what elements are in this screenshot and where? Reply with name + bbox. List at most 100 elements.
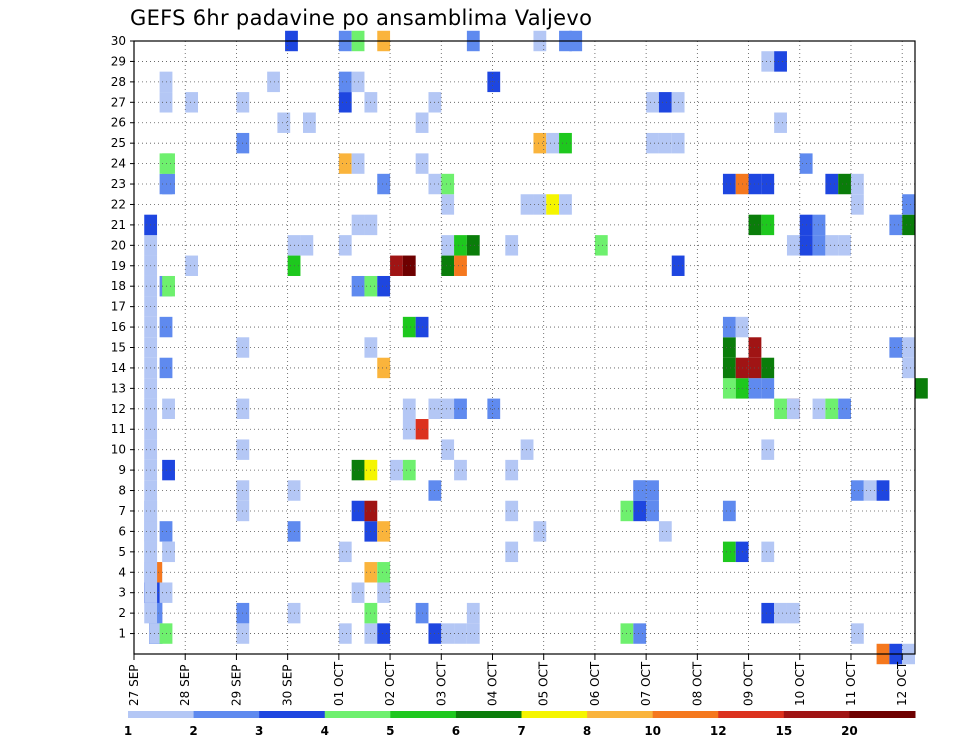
heatmap-cell: [162, 459, 175, 481]
heatmap-cell: [377, 562, 391, 583]
heatmap-cell: [185, 92, 199, 113]
heatmap-cell: [377, 582, 391, 603]
x-tick-label: 04 OCT: [485, 661, 499, 706]
heatmap-cell: [441, 623, 455, 644]
heatmap-cell: [533, 521, 547, 542]
heatmap-cell: [646, 480, 659, 501]
heatmap-cell: [658, 92, 672, 113]
heatmap-cell: [390, 255, 403, 276]
colorbar-label: 4: [321, 724, 329, 738]
heatmap-cell: [646, 500, 659, 522]
y-tick-label: 29: [111, 54, 126, 68]
colorbar-segment: [324, 711, 391, 718]
heatmap-cell: [915, 378, 928, 399]
y-tick-label: 25: [111, 136, 126, 150]
x-tick-label: 01 OCT: [332, 661, 346, 706]
heatmap-cell: [786, 398, 800, 420]
y-tick-label: 28: [111, 75, 126, 89]
heatmap-cell: [722, 500, 736, 522]
heatmap-cell: [559, 194, 572, 215]
heatmap-cell: [338, 92, 352, 113]
heatmap-cell: [466, 235, 480, 256]
heatmap-cell: [850, 173, 864, 195]
heatmap-cell: [520, 194, 534, 215]
colorbar-label: 2: [189, 724, 197, 738]
heatmap-cell: [377, 275, 391, 297]
heatmap-cell: [850, 623, 864, 644]
heatmap-cell: [838, 235, 851, 256]
heatmap-cell: [546, 132, 560, 154]
y-tick-label: 14: [111, 361, 126, 375]
heatmap-cell: [774, 398, 787, 420]
heatmap-cell: [761, 378, 775, 399]
heatmap-cell: [761, 173, 775, 195]
heatmap-cell: [377, 521, 391, 542]
heatmap-cell: [889, 337, 903, 358]
heatmap-cell: [377, 357, 391, 379]
colorbar-label: 1: [124, 724, 132, 738]
colorbar-segment: [521, 711, 588, 718]
heatmap-cell: [277, 112, 291, 133]
heatmap-cell: [594, 235, 608, 256]
heatmap-cell: [377, 623, 391, 644]
heatmap-cell: [454, 235, 467, 256]
heatmap-cell: [889, 214, 903, 236]
heatmap-cell: [441, 398, 455, 420]
heatmap-cell: [786, 235, 800, 256]
heatmap-cell: [338, 153, 352, 174]
heatmap-cell: [850, 480, 864, 501]
colorbar-segment: [587, 711, 654, 718]
heatmap-cell: [722, 357, 736, 379]
colorbar-segment: [718, 711, 785, 718]
heatmap-cell: [441, 439, 455, 460]
heatmap-cell: [162, 398, 175, 420]
x-tick-label: 30 SEP: [281, 664, 295, 706]
colorbar-label: 12: [710, 724, 727, 738]
heatmap-cell: [633, 500, 647, 522]
heatmap-cells: [144, 30, 928, 665]
y-tick-label: 30: [111, 34, 126, 48]
heatmap-cell: [162, 173, 175, 195]
heatmap-cell: [761, 602, 775, 624]
x-tick-label: 28 SEP: [178, 664, 192, 706]
y-tick-label: 15: [111, 341, 126, 355]
heatmap-cell: [646, 92, 659, 113]
heatmap-cell: [505, 459, 519, 481]
y-tick-label: 21: [111, 218, 126, 232]
colorbar-segment: [849, 711, 916, 718]
heatmap-cell: [267, 71, 280, 93]
x-tick-label: 02 OCT: [383, 661, 397, 706]
heatmap-cell: [546, 194, 560, 215]
heatmap-cell: [902, 194, 915, 215]
heatmap-cell: [303, 112, 316, 133]
heatmap-cell: [825, 398, 839, 420]
y-tick-label: 7: [118, 504, 126, 518]
heatmap-cell: [338, 623, 352, 644]
y-tick-label: 1: [118, 627, 126, 641]
y-tick-label: 17: [111, 300, 126, 314]
heatmap-cell: [162, 541, 175, 563]
heatmap-cell: [774, 51, 787, 72]
y-tick-label: 13: [111, 381, 126, 395]
x-tick-label: 11 OCT: [844, 661, 858, 706]
plot-frame: [133, 40, 916, 655]
y-tick-label: 10: [111, 443, 126, 457]
heatmap-cell: [162, 153, 175, 174]
heatmap-cell: [402, 459, 416, 481]
heatmap-cell: [441, 173, 455, 195]
y-tick-label: 2: [118, 606, 126, 620]
y-tick-label: 16: [111, 320, 126, 334]
x-tick-label: 29 SEP: [229, 664, 243, 706]
x-tick-label: 09 OCT: [742, 661, 756, 706]
colorbar-segment: [390, 711, 457, 718]
heatmap-cell: [902, 214, 915, 236]
x-axis-ticks: 27 SEP 28 SEP 29 SEP 30 SEP 01 OCT 02 OCT 03 O…: [127, 654, 909, 706]
heatmap-cell: [825, 173, 839, 195]
y-tick-label: 19: [111, 259, 126, 273]
heatmap-cell: [402, 398, 416, 420]
y-tick-label: 5: [118, 545, 126, 559]
heatmap-cell: [338, 235, 352, 256]
heatmap-cell: [162, 275, 175, 297]
heatmap-cell: [658, 132, 672, 154]
heatmap-cell: [466, 623, 480, 644]
